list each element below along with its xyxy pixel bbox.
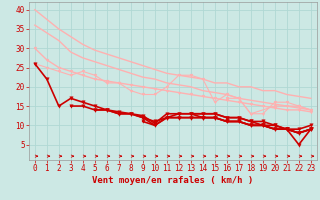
X-axis label: Vent moyen/en rafales ( km/h ): Vent moyen/en rafales ( km/h ) bbox=[92, 176, 253, 185]
